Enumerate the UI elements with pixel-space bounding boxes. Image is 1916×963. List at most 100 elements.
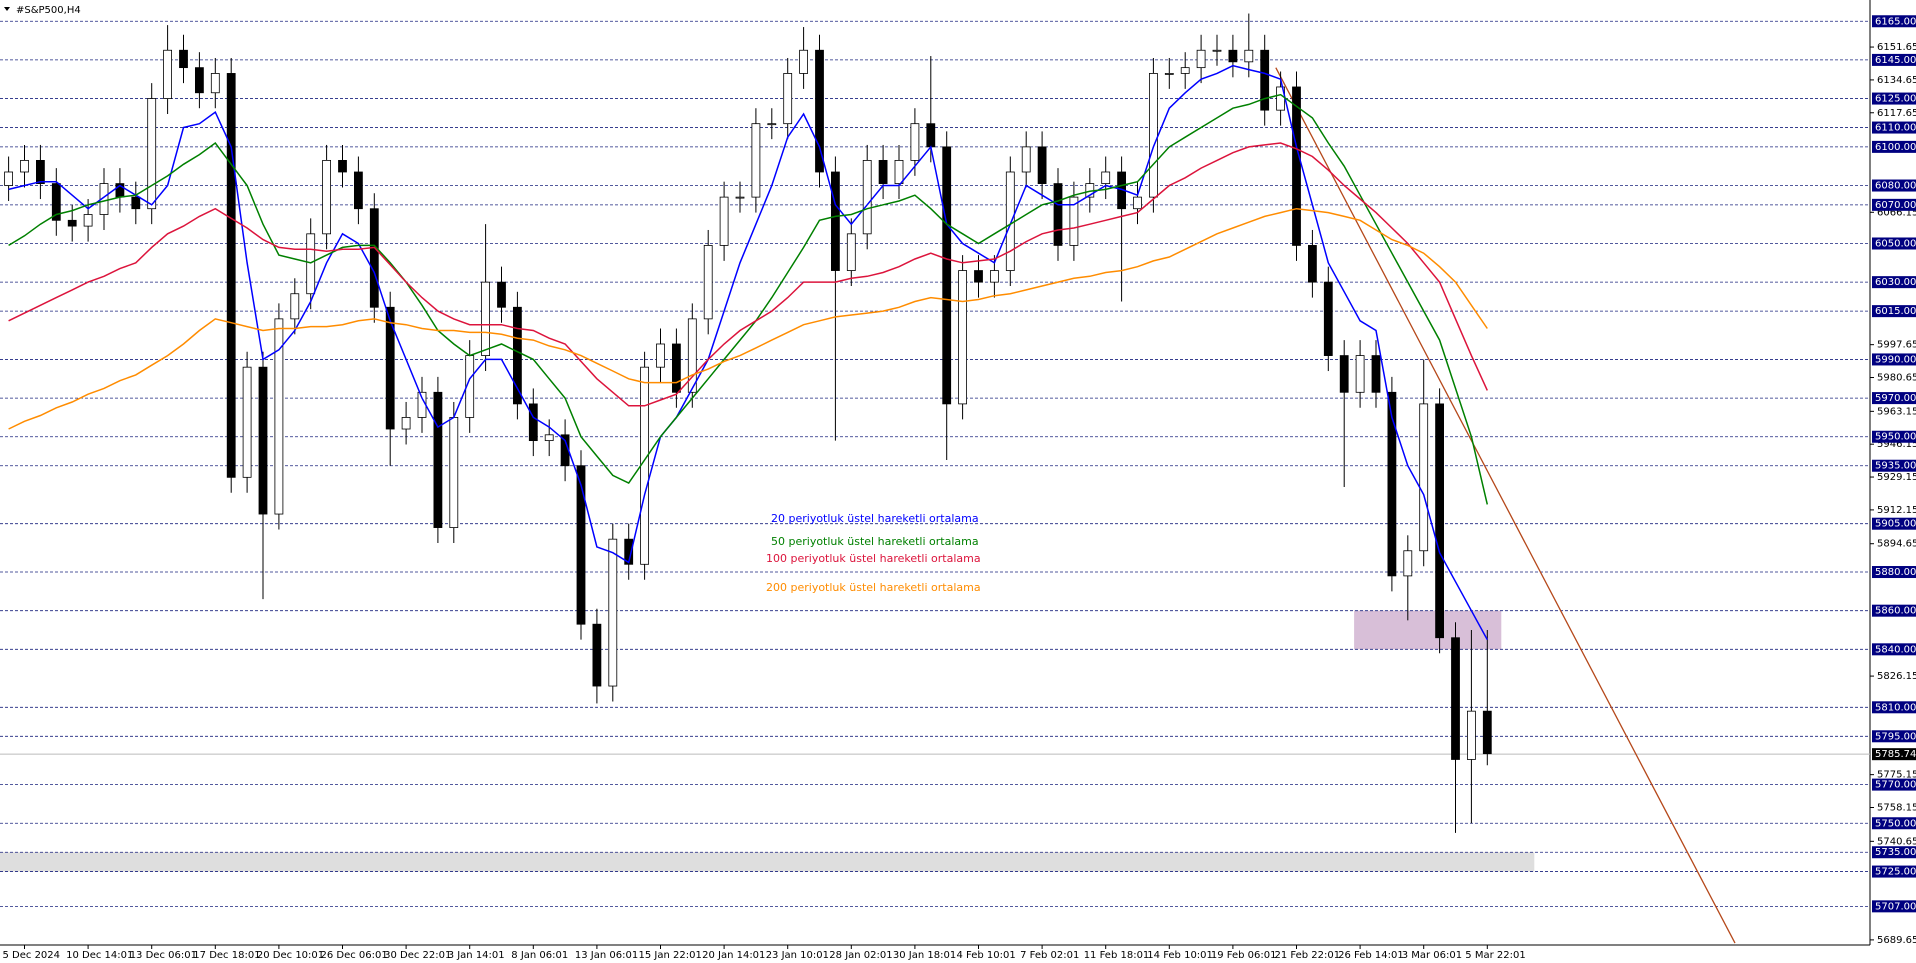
level-label: 5770.00 [1875, 780, 1916, 791]
candle-body [672, 343, 681, 393]
candle-body [290, 293, 300, 320]
candle-body [1101, 171, 1111, 184]
candle-body [656, 343, 665, 368]
candle-body [401, 417, 411, 430]
candle-body [433, 391, 443, 528]
y-tick-label: 5980.65 [1877, 373, 1916, 384]
level-label-box [1872, 778, 1916, 791]
candle-body [385, 306, 395, 430]
candle-body [1260, 49, 1270, 111]
x-tick-label: 3 Jan 14:01 [448, 950, 505, 961]
level-label-box [1872, 459, 1916, 472]
candle-body [910, 123, 920, 161]
candle-body [1339, 355, 1349, 393]
x-tick-label: 21 Feb 22:01 [1275, 950, 1341, 961]
candle-body [1053, 183, 1063, 246]
candle-body [1482, 710, 1492, 755]
candle-body [497, 281, 506, 308]
last-price-box [1872, 748, 1916, 761]
candle-body [274, 318, 284, 515]
candle-body [1292, 86, 1301, 246]
candle-body [751, 123, 761, 198]
level-label: 5880.00 [1875, 567, 1916, 578]
candle-body [1371, 355, 1381, 393]
level-label: 6015.00 [1875, 306, 1916, 317]
candle-body [1005, 171, 1015, 271]
level-label-box [1872, 566, 1916, 579]
candle-body [878, 159, 888, 184]
level-label-box [1872, 900, 1916, 913]
candle-body [194, 67, 204, 94]
candle-body [1069, 196, 1079, 246]
level-label-box [1872, 392, 1916, 405]
level-label: 5950.00 [1875, 432, 1916, 443]
legend-label: 100 periyotluk üstel hareketli ortalama [766, 552, 981, 565]
candle-body [1244, 49, 1254, 63]
x-tick-label: 17 Dec 18:01 [193, 950, 260, 961]
y-tick-label: 5894.65 [1877, 539, 1916, 550]
level-label: 6030.00 [1875, 277, 1916, 288]
level-label-box [1872, 865, 1916, 878]
candle-body [894, 159, 904, 184]
candle-body [67, 219, 77, 227]
candle-body [640, 366, 649, 565]
candle-body [942, 146, 952, 405]
candle-body [1180, 67, 1190, 74]
chart-title: #S&P500,H4 [16, 5, 81, 16]
level-label-box [1872, 604, 1916, 617]
zone [0, 852, 1535, 872]
candle-body [783, 73, 793, 125]
y-tick-label: 6134.65 [1877, 75, 1916, 86]
candle-body [353, 171, 363, 210]
candle-body [1021, 146, 1031, 173]
y-tick-label: 6117.65 [1877, 108, 1916, 119]
x-tick-label: 26 Feb 14:01 [1338, 950, 1404, 961]
y-tick-label: 5689.65 [1877, 935, 1916, 946]
x-tick-label: 14 Feb 10:01 [1147, 950, 1213, 961]
level-label: 5990.00 [1875, 354, 1916, 365]
level-label: 6070.00 [1875, 200, 1916, 211]
level-label-box [1872, 430, 1916, 443]
level-label: 5810.00 [1875, 702, 1916, 713]
level-label-box [1872, 92, 1916, 105]
y-tick-label: 5775.15 [1877, 770, 1916, 781]
candle-body [624, 538, 634, 565]
candle-body [1435, 403, 1444, 639]
ma-line [8, 207, 1488, 430]
y-tick-label: 5740.65 [1877, 836, 1916, 847]
candle-body [1228, 49, 1238, 63]
level-label: 6080.00 [1875, 181, 1916, 192]
candle-body [926, 123, 936, 148]
y-tick-label: 5929.15 [1877, 472, 1916, 483]
y-tick-label: 5946.15 [1877, 439, 1916, 450]
x-tick-label: 20 Jan 14:01 [702, 950, 765, 961]
x-tick-label: 26 Dec 06:01 [321, 950, 388, 961]
candle-body [147, 98, 157, 210]
legend-label: 50 periyotluk üstel hareketli ortalama [771, 535, 979, 548]
level-label: 5905.00 [1875, 519, 1916, 530]
candle-body [528, 403, 538, 442]
candle-body [20, 159, 29, 173]
candle-body [846, 233, 856, 271]
candle-body [958, 270, 967, 405]
level-label-box [1872, 701, 1916, 714]
x-tick-label: 11 Feb 18:01 [1084, 950, 1150, 961]
candle-body [687, 318, 697, 393]
candle-body [322, 159, 332, 235]
menu-arrow[interactable] [4, 7, 10, 11]
trendline [1275, 67, 1736, 944]
x-tick-label: 30 Dec 22:01 [384, 950, 451, 961]
candle-body [1419, 403, 1429, 552]
level-label: 5707.00 [1875, 901, 1916, 912]
y-tick-label: 5758.15 [1877, 803, 1916, 814]
candle-body [1133, 196, 1142, 210]
candle-body [1403, 550, 1413, 577]
level-label: 6100.00 [1875, 142, 1916, 153]
level-label: 5970.00 [1875, 393, 1916, 404]
candle-body [210, 73, 220, 94]
level-label-box [1872, 237, 1916, 250]
candle-body [258, 366, 268, 515]
